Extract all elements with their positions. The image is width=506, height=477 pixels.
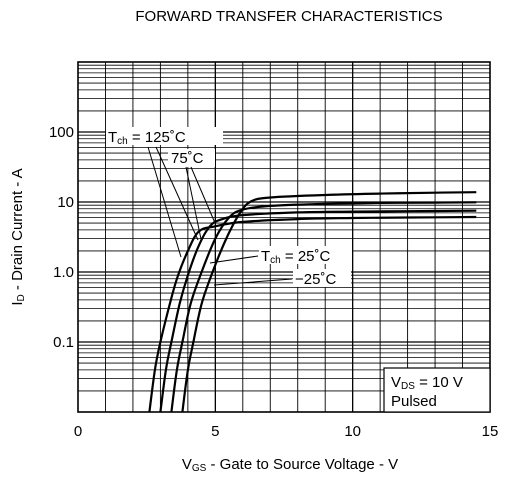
x-axis-label-main: V [182,456,192,473]
label-tch-25-rest: = 25˚C [281,248,331,265]
curve-3 [181,191,477,413]
y-axis-label-main: I [9,301,26,305]
label-m25: −25˚C [295,271,336,288]
leader-125-b [155,146,199,241]
x-tick-label: 10 [344,423,361,440]
x-tick-label: 5 [211,423,219,440]
leader-125-a [147,146,182,258]
label-tch-125: Tch = 125˚C [108,129,186,147]
curve-2 [170,201,477,413]
curves [148,191,477,413]
y-tick-label: 1.0 [53,264,74,281]
chart-title: FORWARD TRANSFER CHARACTERISTICS [135,8,442,25]
label-bg-75 [168,149,215,167]
label-75: 75˚C [171,150,204,167]
y-axis-label-rest: - Drain Current - A [9,168,26,294]
conditions-pulsed: Pulsed [391,393,437,410]
conditions-box [383,367,491,413]
x-axis-label-sub: GS [192,463,207,474]
label-tch-25-main: T [261,248,270,265]
label-tch-125-rest: = 125˚C [128,129,186,146]
leader-75-b [190,166,216,224]
x-axis-label: VGS - Gate to Source Voltage - V [182,456,398,474]
label-bg-m25 [293,269,351,287]
label-tch-125-sub: ch [117,136,128,147]
label-bg-25 [259,246,352,264]
x-axis-label-rest: - Gate to Source Voltage - V [206,456,398,473]
x-tick-label: 15 [482,423,499,440]
label-bg-125 [106,127,223,145]
curve-1 [159,209,477,413]
y-tick-label: 100 [49,124,74,141]
x-tick-labels: 0 5 10 15 [74,423,499,440]
leader-25 [209,255,259,264]
leader-lines [147,146,293,286]
conditions-vds-main: V [391,374,401,391]
label-tch-25-sub: ch [270,255,281,266]
leader-m25 [213,278,293,286]
label-tch-125-main: T [108,129,117,146]
y-tick-labels: 0.1 1.0 10 100 [49,124,74,351]
label-tch-25: Tch = 25˚C [261,248,331,266]
conditions-vds-rest: = 10 V [415,374,463,391]
y-axis-label: ID - Drain Current - A [9,168,27,305]
conditions-vds-sub: DS [401,381,415,392]
leader-75-a [185,166,202,240]
y-tick-label: 10 [57,194,74,211]
conditions-vds: VDS = 10 V [391,374,463,392]
y-axis-label-sub: D [16,294,27,301]
x-tick-label: 0 [74,423,82,440]
y-tick-label: 0.1 [53,334,74,351]
minor-grid [78,62,490,412]
plot-frame [77,61,491,413]
major-grid [78,62,490,412]
